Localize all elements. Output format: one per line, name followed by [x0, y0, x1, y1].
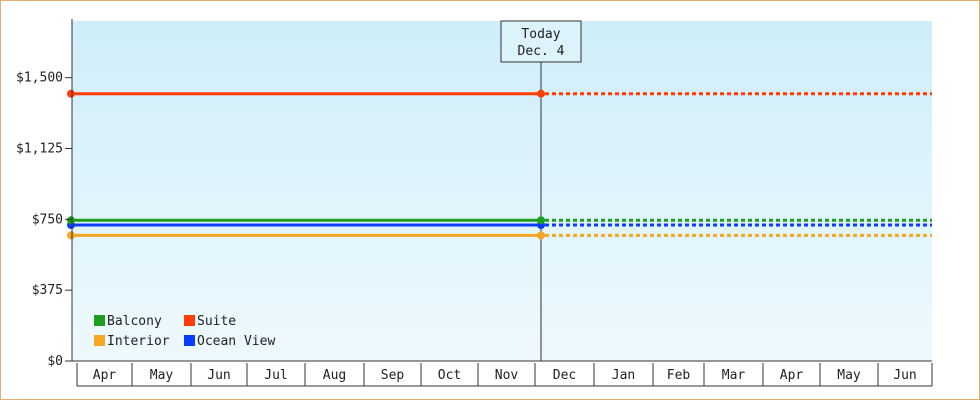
x-tick-label: Oct: [438, 368, 461, 383]
x-tick-label: Apr: [780, 368, 804, 383]
x-tick-label: Mar: [722, 368, 746, 383]
x-tick-label: Jul: [264, 368, 287, 383]
legend-label-suite: Suite: [197, 314, 236, 329]
y-tick-label: $1,500: [16, 71, 63, 86]
series-point-suite: [537, 89, 545, 98]
legend-swatch-ocean-view: [184, 335, 195, 346]
y-tick-label: $0: [47, 354, 63, 369]
x-tick-label: Nov: [495, 368, 519, 383]
x-tick-label: May: [150, 368, 174, 383]
x-tick-label: Feb: [667, 368, 691, 383]
x-tick-label: May: [837, 368, 861, 383]
series-point-interior: [67, 231, 75, 240]
today-label-title: Today: [521, 27, 560, 42]
x-tick-label: Apr: [93, 368, 117, 383]
today-label-date: Dec. 4: [518, 44, 565, 59]
today-label-box: [500, 20, 582, 63]
x-tick-label: Dec: [553, 368, 576, 383]
legend-swatch-interior: [94, 335, 105, 346]
legend-label-ocean-view: Ocean View: [197, 334, 275, 349]
series-point-balcony: [67, 216, 75, 225]
plot-background: [72, 21, 932, 361]
x-tick-label: Aug: [323, 368, 346, 383]
series-point-balcony: [537, 216, 545, 225]
series-point-suite: [67, 89, 75, 98]
x-tick-label: Jun: [893, 368, 916, 383]
legend-label-balcony: Balcony: [107, 314, 162, 329]
legend-swatch-balcony: [94, 315, 105, 326]
x-tick-label: Sep: [381, 368, 405, 383]
y-tick-label: $375: [32, 283, 63, 298]
x-tick-label: Jan: [612, 368, 635, 383]
series-point-interior: [537, 231, 545, 240]
y-tick-label: $1,125: [16, 142, 63, 157]
y-tick-label: $750: [32, 212, 63, 227]
legend-swatch-suite: [184, 315, 195, 326]
legend-label-interior: Interior: [107, 334, 170, 349]
x-tick-label: Jun: [207, 368, 230, 383]
